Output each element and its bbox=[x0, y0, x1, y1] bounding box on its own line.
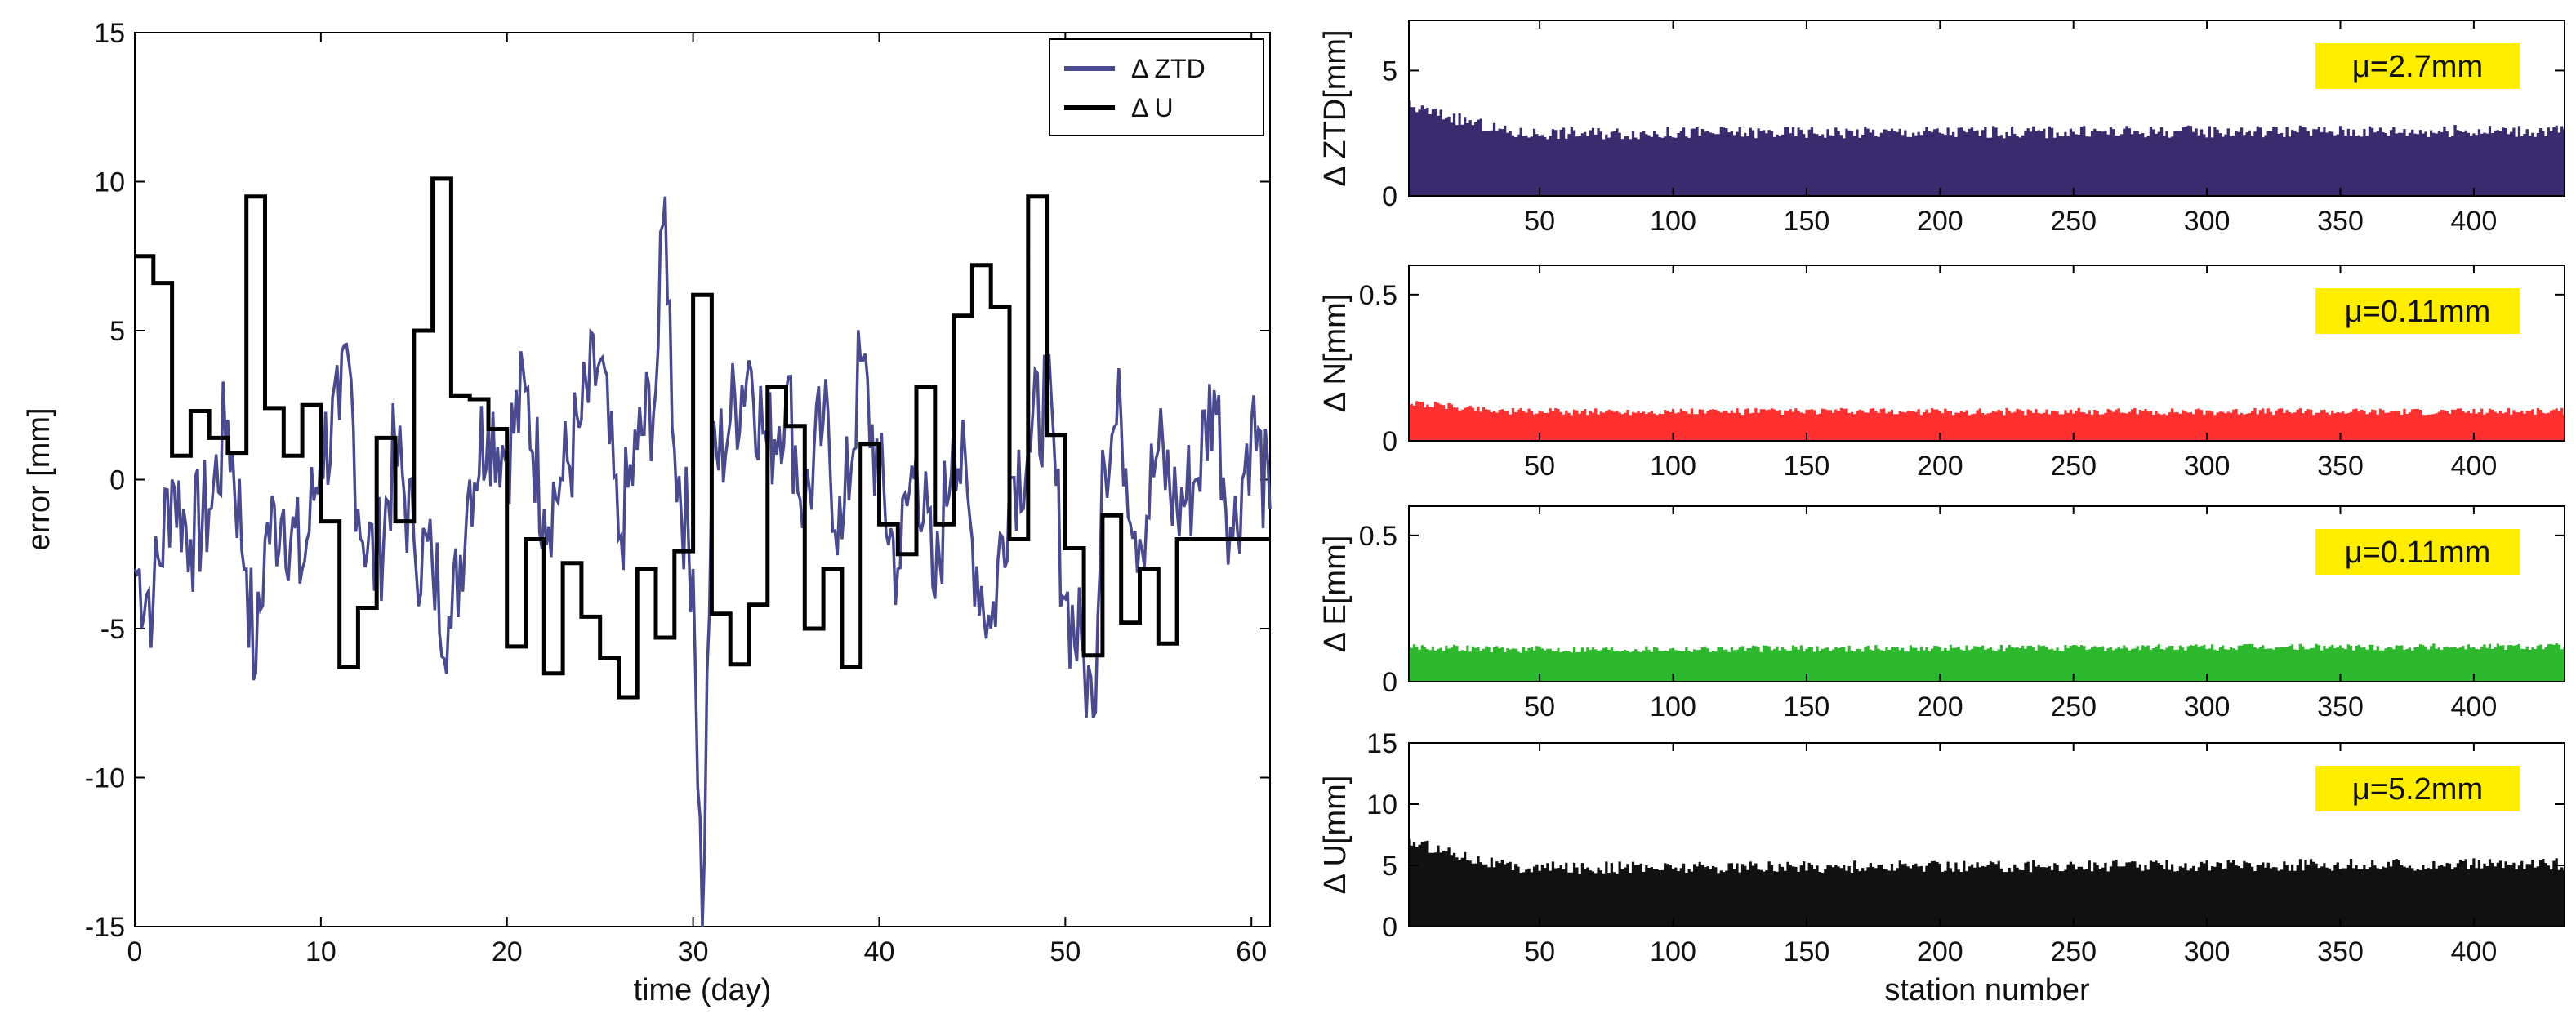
x-tick-label: 250 bbox=[2050, 206, 2097, 237]
y-tick-label: 0 bbox=[1382, 912, 1397, 943]
legend-ztd-label: Δ ZTD bbox=[1131, 54, 1206, 83]
station-number-label: station number bbox=[1884, 973, 2090, 1007]
x-tick-label: 350 bbox=[2317, 936, 2364, 967]
y-tick-label: 5 bbox=[1382, 56, 1397, 87]
station-bars bbox=[1409, 401, 2565, 441]
x-tick-label: 350 bbox=[2317, 691, 2364, 722]
x-tick-label: 150 bbox=[1784, 936, 1830, 967]
left-x-axis-label: time (day) bbox=[634, 973, 772, 1007]
x-tick-label: 400 bbox=[2451, 691, 2498, 722]
panel-frame bbox=[1408, 742, 2565, 927]
x-tick-label: 200 bbox=[1917, 691, 1963, 722]
x-tick-label: 50 bbox=[1524, 691, 1555, 722]
x-tick-label: 50 bbox=[1524, 206, 1555, 237]
x-tick-label: 300 bbox=[2184, 936, 2231, 967]
x-tick-label: 100 bbox=[1650, 206, 1696, 237]
x-tick-label: 0 bbox=[127, 936, 143, 967]
y-tick-label: 0 bbox=[1382, 667, 1397, 698]
x-tick-label: 200 bbox=[1917, 936, 1963, 967]
mean-badge-label: μ=0.11mm bbox=[2345, 536, 2491, 570]
y-tick-label: -15 bbox=[85, 912, 125, 943]
north-bar-panel: 0 0.5 50 100 150 200 250 300 350 400 Δ N[mm] μ=0.11… bbox=[1318, 265, 2565, 482]
x-tick-label: 400 bbox=[2451, 936, 2498, 967]
mean-badge bbox=[2315, 529, 2520, 575]
x-tick-label: 150 bbox=[1784, 691, 1830, 722]
mean-badge-label: μ=2.7mm bbox=[2352, 50, 2483, 84]
x-tick-label: 30 bbox=[678, 936, 709, 967]
y-tick-label: 15 bbox=[1366, 728, 1397, 759]
x-tick-label: 150 bbox=[1784, 206, 1830, 237]
y-tick-label: 15 bbox=[94, 18, 125, 49]
x-tick-label: 100 bbox=[1650, 451, 1696, 482]
x-tick-label: 250 bbox=[2050, 936, 2097, 967]
panel-y-axis-label: Δ ZTD[mm] bbox=[1318, 29, 1353, 186]
legend: Δ ZTD Δ U bbox=[1049, 38, 1264, 136]
x-tick-label: 60 bbox=[1236, 936, 1267, 967]
mean-badge bbox=[2315, 766, 2520, 811]
mean-badge bbox=[2315, 43, 2520, 89]
plot-area bbox=[134, 32, 1271, 927]
east-bar-panel: 0 0.5 50 100 150 200 250 300 350 400 Δ E[mm] μ=0.11… bbox=[1318, 505, 2565, 722]
x-tick-label: 250 bbox=[2050, 691, 2097, 722]
station-bars bbox=[1409, 643, 2565, 682]
up-bar-panel: 0 5 10 15 50 100 150 200 250 300 350 400 Δ U[mm] μ=5.… bbox=[1318, 728, 2565, 967]
mean-badge bbox=[2315, 288, 2520, 334]
x-tick-label: 50 bbox=[1524, 936, 1555, 967]
x-tick-label: 300 bbox=[2184, 206, 2231, 237]
x-tick-label: 50 bbox=[1050, 936, 1081, 967]
ztd-series-line bbox=[133, 196, 1272, 927]
time-series-chart: -15 -10 -5 0 5 10 15 0 10 20 30 40 50 60 Δ ZTD Δ U bbox=[85, 18, 1272, 967]
mean-badge-label: μ=0.11mm bbox=[2345, 295, 2491, 329]
y-tick-label: 0.5 bbox=[1359, 521, 1397, 552]
panel-frame bbox=[1408, 20, 2565, 197]
y-tick-label: 0 bbox=[109, 465, 125, 496]
y-tick-label: 0 bbox=[1382, 426, 1397, 457]
x-tick-label: 200 bbox=[1917, 451, 1963, 482]
x-tick-label: 400 bbox=[2451, 451, 2498, 482]
panel-frame bbox=[1408, 505, 2565, 682]
panel-y-axis-label: Δ E[mm] bbox=[1318, 536, 1353, 653]
x-tick-label: 300 bbox=[2184, 691, 2231, 722]
y-tick-label: -10 bbox=[85, 763, 125, 794]
y-tick-label: -5 bbox=[100, 614, 125, 645]
station-bars bbox=[1409, 839, 2565, 927]
x-tick-label: 350 bbox=[2317, 451, 2364, 482]
x-tick-label: 350 bbox=[2317, 206, 2364, 237]
x-tick-label: 150 bbox=[1784, 451, 1830, 482]
legend-box bbox=[1049, 38, 1264, 136]
y-ticks: -15 -10 -5 0 5 10 15 bbox=[85, 18, 1270, 943]
x-tick-label: 100 bbox=[1650, 691, 1696, 722]
x-ticks: 0 10 20 30 40 50 60 bbox=[127, 33, 1267, 967]
y-tick-label: 0.5 bbox=[1359, 280, 1397, 311]
y-tick-label: 5 bbox=[1382, 851, 1397, 882]
series-group bbox=[133, 176, 1272, 927]
y-tick-label: 5 bbox=[109, 316, 125, 347]
panel-frame bbox=[1408, 265, 2565, 442]
x-tick-label: 200 bbox=[1917, 206, 1963, 237]
x-tick-label: 20 bbox=[492, 936, 523, 967]
station-bars bbox=[1409, 100, 2565, 196]
x-tick-label: 250 bbox=[2050, 451, 2097, 482]
y-tick-label: 0 bbox=[1382, 181, 1397, 212]
legend-u-label: Δ U bbox=[1131, 93, 1174, 122]
ztd-bar-panel: 0 5 50 100 150 200 250 300 350 400 Δ ZTD[mm] μ=2.7m… bbox=[1318, 20, 2565, 237]
y-tick-label: 10 bbox=[1366, 789, 1397, 820]
x-tick-label: 300 bbox=[2184, 451, 2231, 482]
left-y-axis-label: error [mm] bbox=[22, 407, 56, 550]
x-tick-label: 10 bbox=[305, 936, 336, 967]
mean-badge-label: μ=5.2mm bbox=[2352, 772, 2483, 807]
panel-y-axis-label: Δ U[mm] bbox=[1318, 776, 1353, 895]
x-tick-label: 40 bbox=[864, 936, 895, 967]
x-tick-label: 400 bbox=[2451, 206, 2498, 237]
x-tick-label: 50 bbox=[1524, 451, 1555, 482]
x-tick-label: 100 bbox=[1650, 936, 1696, 967]
panel-y-axis-label: Δ N[mm] bbox=[1318, 294, 1353, 413]
u-series-step-line bbox=[135, 176, 1270, 700]
y-tick-label: 10 bbox=[94, 167, 125, 198]
